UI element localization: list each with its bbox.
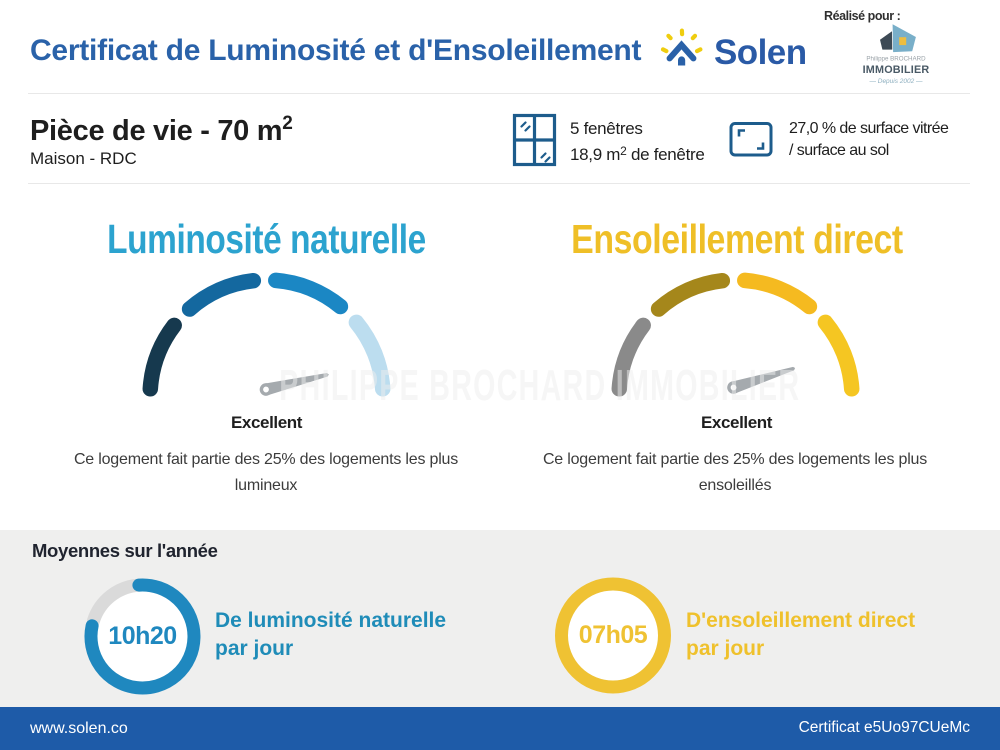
svg-text:IMMOBILIER: IMMOBILIER xyxy=(863,64,930,76)
svg-text:Philippe BROCHARD: Philippe BROCHARD xyxy=(866,56,926,63)
svg-text:— Depuis 2002 —: — Depuis 2002 — xyxy=(868,78,923,85)
